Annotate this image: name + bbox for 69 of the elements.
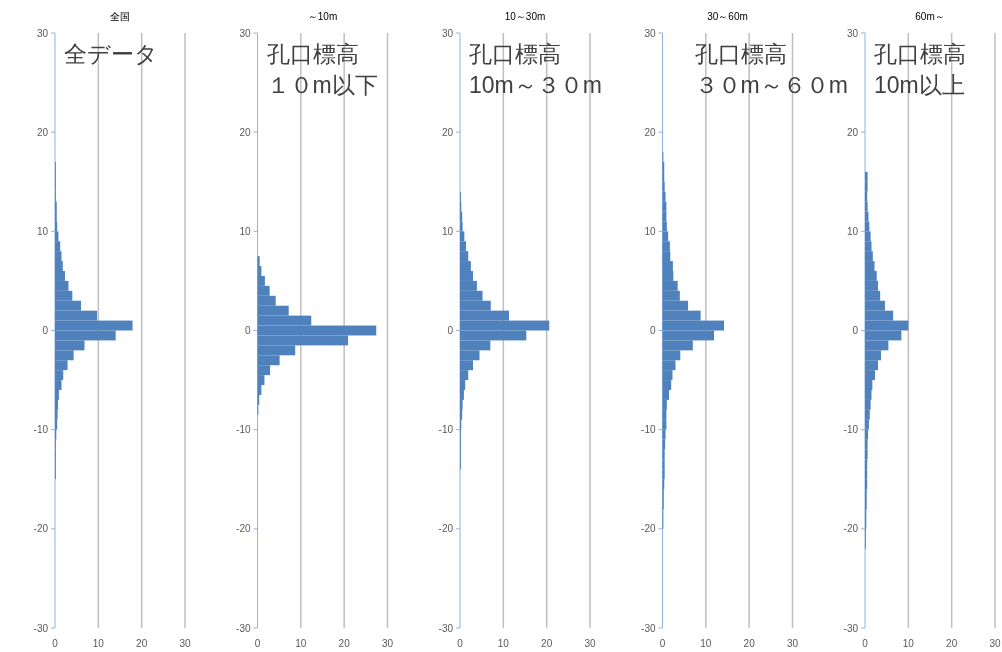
x-tick-label: 30: [786, 638, 799, 649]
x-tick-label: 20: [541, 638, 553, 649]
annotation: 孔口標高: [874, 41, 966, 67]
annotation: 孔口標高: [266, 41, 359, 67]
annotation: 10m～３０m: [469, 72, 602, 98]
y-tick-label: -10: [843, 424, 859, 436]
x-tick-label: 0: [862, 638, 869, 649]
chart-title: 全国: [110, 11, 130, 22]
y-tick-label: -10: [438, 424, 454, 436]
y-tick-label: 10: [644, 225, 656, 237]
y-tick-label: 20: [441, 126, 454, 138]
annotation: 10m以上: [874, 72, 965, 98]
y-tick-label: 30: [846, 27, 859, 39]
y-tick-label: -20: [236, 523, 251, 535]
x-tick-label: 10: [92, 638, 105, 649]
y-tick-label: -30: [33, 622, 49, 634]
y-tick-label: -30: [236, 622, 251, 634]
y-tick-label: 30: [644, 27, 656, 39]
y-tick-label: -20: [33, 523, 49, 535]
y-tick-label: 0: [244, 325, 251, 336]
x-tick-label: 0: [254, 638, 261, 649]
x-tick-label: 0: [52, 638, 59, 649]
annotation: ３０m～６０m: [671, 72, 848, 98]
y-tick-label: 0: [649, 325, 656, 336]
y-tick-label: 10: [239, 225, 251, 237]
x-tick-label: 10: [497, 638, 510, 649]
y-tick-label: 0: [852, 325, 859, 336]
y-tick-label: 10: [36, 225, 49, 237]
x-tick-label: 10: [295, 638, 307, 649]
x-tick-label: 20: [338, 638, 351, 649]
y-tick-label: -30: [843, 622, 859, 634]
chart-title: ～10m: [307, 11, 338, 22]
x-tick-label: 30: [179, 638, 191, 649]
y-tick-label: 20: [239, 126, 251, 138]
y-tick-label: 20: [644, 126, 656, 138]
x-tick-label: 20: [136, 638, 148, 649]
x-tick-label: 30: [381, 638, 394, 649]
x-tick-label: 20: [743, 638, 756, 649]
annotation: １０m以下: [266, 72, 378, 98]
y-tick-label: 10: [441, 225, 454, 237]
x-tick-label: 0: [659, 638, 666, 649]
y-tick-label: 0: [447, 325, 454, 336]
y-tick-label: 0: [42, 325, 49, 336]
y-tick-label: -30: [438, 622, 454, 634]
y-tick-label: 30: [36, 27, 49, 39]
x-tick-label: 30: [584, 638, 596, 649]
y-tick-label: 10: [846, 225, 859, 237]
y-tick-label: -30: [641, 622, 656, 634]
x-tick-label: 0: [457, 638, 464, 649]
chart-title: 10～30m: [504, 11, 546, 22]
y-tick-label: -10: [33, 424, 49, 436]
annotation: 孔口標高: [469, 41, 561, 67]
y-tick-label: -20: [438, 523, 454, 535]
y-tick-label: -10: [641, 424, 656, 436]
annotation: 全データ: [64, 41, 158, 67]
x-tick-label: 10: [902, 638, 915, 649]
x-tick-label: 30: [989, 638, 1001, 649]
chart-title: 30～60m: [707, 11, 748, 22]
chart-title: 60m～: [915, 11, 945, 22]
y-tick-label: -20: [641, 523, 656, 535]
y-tick-label: -10: [236, 424, 251, 436]
y-tick-label: 30: [239, 27, 251, 39]
x-tick-label: 10: [700, 638, 712, 649]
y-tick-label: 30: [441, 27, 454, 39]
annotation: 孔口標高: [671, 41, 787, 67]
y-tick-label: -20: [843, 523, 859, 535]
x-tick-label: 20: [946, 638, 958, 649]
y-tick-label: 20: [846, 126, 859, 138]
y-tick-label: 20: [36, 126, 49, 138]
